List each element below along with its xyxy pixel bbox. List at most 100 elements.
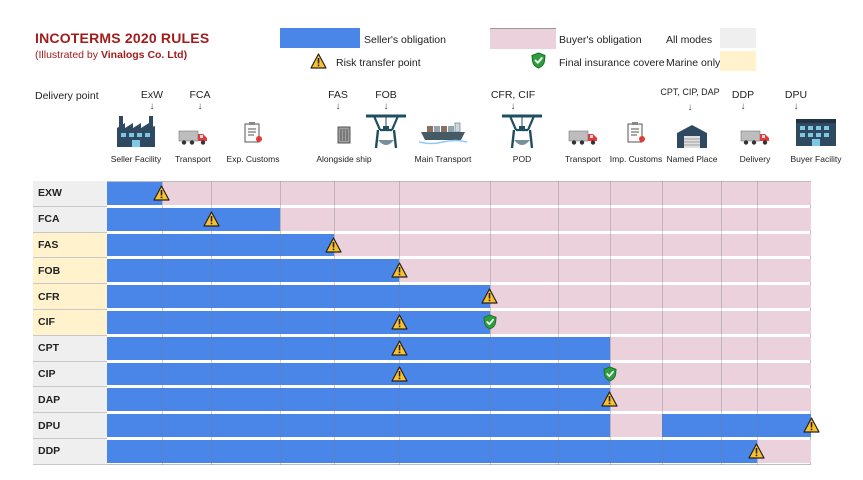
grid-divider xyxy=(756,181,758,465)
truck-icon xyxy=(568,127,598,152)
down-arrow-icon: ↓ xyxy=(383,101,389,112)
rule-term-cip: CIP xyxy=(33,361,107,388)
down-arrow-icon: ↓ xyxy=(740,101,746,112)
risk-transfer-warning-icon xyxy=(203,211,220,227)
legend-seller-label: Seller's obligation xyxy=(364,34,446,46)
stage-label: Alongside ship xyxy=(316,154,372,164)
stage-label: Named Place xyxy=(666,154,718,164)
grid-divider xyxy=(609,181,611,465)
rule-term-dap: DAP xyxy=(33,387,107,414)
seller-obligation-bar xyxy=(107,336,610,360)
truck-icon xyxy=(178,127,208,152)
seller-obligation-bar xyxy=(107,311,490,334)
rule-bar xyxy=(107,362,811,386)
stage-label: Exp. Customs xyxy=(226,154,280,164)
delivery-tick-label: FOB xyxy=(375,89,397,101)
rule-term-dpu: DPU xyxy=(33,413,107,439)
rule-term-fca: FCA xyxy=(33,206,107,233)
insurance-shield-icon xyxy=(603,366,617,382)
rule-bar xyxy=(107,414,811,437)
legend-shield-icon xyxy=(531,52,546,69)
rule-bar xyxy=(107,285,811,308)
legend-risk-label: Risk transfer point xyxy=(336,57,421,69)
stage-label: POD xyxy=(512,154,532,164)
risk-transfer-warning-icon xyxy=(391,314,408,330)
legend-marine-only-label: Marine only xyxy=(666,57,721,69)
risk-transfer-warning-icon xyxy=(601,391,618,407)
grid-divider xyxy=(280,181,282,465)
warehouse-icon xyxy=(676,123,708,154)
subtitle-prefix: (Illustrated by xyxy=(35,49,101,61)
grid-divider xyxy=(211,181,213,465)
delivery-tick: ExW ↓ xyxy=(141,89,163,112)
grid-divider xyxy=(557,181,559,465)
rule-bar xyxy=(107,182,811,205)
legend-buyer-label: Buyer's obligation xyxy=(559,34,642,46)
insurance-shield-icon xyxy=(483,314,497,330)
seller-obligation-bar xyxy=(107,414,811,437)
delivery-tick-label: DDP xyxy=(731,89,755,101)
risk-transfer-warning-icon xyxy=(481,288,499,304)
seller-obligation-bar xyxy=(107,182,162,205)
rule-term-exw: EXW xyxy=(33,181,107,207)
delivery-tick-label: CPT, CIP, DAP xyxy=(660,87,720,97)
rule-bar xyxy=(107,388,811,412)
delivery-tick-label: FAS xyxy=(328,89,348,101)
crane-icon xyxy=(364,110,408,155)
stage-label: Transport xyxy=(174,154,212,164)
down-arrow-icon: ↓ xyxy=(149,101,155,112)
stage-label: Transport xyxy=(564,154,602,164)
rule-bar xyxy=(107,233,811,257)
rule-bar xyxy=(107,259,811,283)
rule-term-fob: FOB xyxy=(33,258,107,285)
grid-divider xyxy=(720,181,722,465)
rule-term-cif: CIF xyxy=(33,310,107,336)
crane-icon xyxy=(500,110,544,155)
risk-transfer-warning-icon xyxy=(391,340,408,356)
building-icon xyxy=(795,117,837,152)
down-arrow-icon: ↓ xyxy=(335,101,341,112)
rule-bar xyxy=(107,311,811,334)
seller-obligation-bar xyxy=(107,388,610,412)
page-subtitle: (Illustrated by Vinalogs Co. Ltd) xyxy=(35,49,187,61)
stage-label: Imp. Customs xyxy=(609,154,663,164)
rule-bar xyxy=(107,336,811,360)
rule-term-cpt: CPT xyxy=(33,335,107,362)
risk-transfer-warning-icon xyxy=(325,236,342,253)
seller-obligation-bar xyxy=(107,233,334,257)
risk-transfer-warning-icon xyxy=(391,365,408,382)
down-arrow-icon: ↓ xyxy=(510,101,516,112)
delivery-tick-label: FCA xyxy=(189,89,211,101)
delivery-tick: DDP ↓ xyxy=(731,89,755,112)
down-arrow-icon: ↓ xyxy=(687,102,693,113)
ship-icon xyxy=(418,120,468,151)
rule-term-ddp: DDP xyxy=(33,439,107,465)
down-arrow-icon: ↓ xyxy=(197,101,203,112)
grid-divider xyxy=(662,181,664,465)
stage-label: Seller Facility xyxy=(110,154,162,164)
rule-term-cfr: CFR xyxy=(33,284,107,310)
factory-icon xyxy=(116,114,156,153)
risk-transfer-warning-icon xyxy=(748,443,765,459)
stage-label: Main Transport xyxy=(414,154,472,164)
legend-seller-swatch xyxy=(280,28,360,48)
risk-transfer-warning-icon xyxy=(802,417,820,433)
delivery-tick: DPU ↓ xyxy=(784,89,808,112)
subtitle-brand: Vinalogs Co. Ltd) xyxy=(100,49,188,61)
stage-label: Delivery xyxy=(739,154,771,164)
delivery-tick: FAS ↓ xyxy=(328,89,348,112)
delivery-tick-label: DPU xyxy=(784,89,808,101)
grid-divider xyxy=(333,181,335,465)
delivery-tick: FOB ↓ xyxy=(375,89,397,112)
seller-obligation-bar xyxy=(107,259,400,283)
legend-marine-only-swatch xyxy=(720,51,756,71)
risk-transfer-warning-icon xyxy=(153,185,171,201)
legend-all-modes-label: All modes xyxy=(666,34,713,46)
stage-label: Buyer Facility xyxy=(790,154,842,164)
legend-buyer-swatch xyxy=(490,28,556,49)
clipboard-icon xyxy=(624,121,648,150)
seller-obligation-bar xyxy=(107,362,610,386)
rule-bar xyxy=(107,207,811,231)
rule-bar xyxy=(107,440,811,463)
down-arrow-icon: ↓ xyxy=(793,101,799,112)
